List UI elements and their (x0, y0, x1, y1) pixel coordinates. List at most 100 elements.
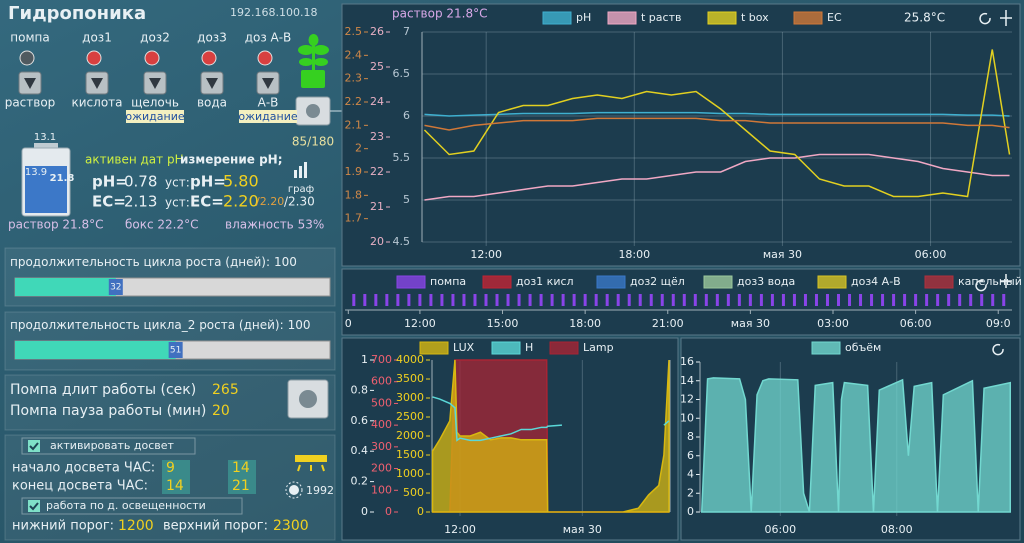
pan-icon[interactable] (1000, 274, 1012, 288)
event-bar (715, 294, 719, 306)
pump-button-icon (299, 390, 317, 408)
event-bar (517, 294, 521, 306)
status-humidity: влажность 53% (225, 218, 324, 232)
device-name: помпа (10, 31, 49, 45)
y-tick-label: 6.5 (393, 67, 411, 80)
device-label: щелочь (131, 96, 179, 110)
y-tick-label: 2.1 (345, 118, 363, 131)
event-bar (892, 294, 896, 306)
y-tick-label: 1000 (396, 467, 424, 480)
x-tick-label: 12:00 (444, 523, 476, 536)
y-tick-label: 0.2 (351, 475, 369, 488)
slider-thumb[interactable] (168, 342, 183, 358)
ip-address: 192.168.100.18 (230, 6, 317, 19)
y-tick-label: 2.2 (345, 95, 363, 108)
event-bar (528, 294, 532, 306)
event-bar (638, 294, 642, 306)
event-bar (837, 294, 841, 306)
y-tick-label: 2.3 (345, 72, 363, 85)
pump-pause-label: Помпа пауза работы (мин) (10, 403, 206, 419)
event-bar (1002, 294, 1006, 306)
device-indicator (19, 50, 35, 66)
hours-box[interactable] (228, 460, 256, 494)
event-bar (980, 294, 984, 306)
y-tick-label: 8 (687, 430, 694, 443)
y-tick-label: 0.6 (351, 414, 369, 427)
slider-label: продолжительность цикла_2 роста (дней): 1… (10, 318, 311, 332)
y-tick-label: 700 (371, 353, 392, 366)
y-tick-label: 2 (355, 142, 362, 155)
chart-annotation: раствор 21.8°C (392, 7, 488, 21)
legend-label: Lamp (583, 341, 614, 354)
checkbox[interactable] (28, 440, 40, 452)
y-tick-label: 23 (370, 130, 384, 143)
lamp-icon (295, 455, 327, 472)
y-tick-label: 2500 (396, 410, 424, 423)
light-by-lux: работа по д. освещенности (46, 499, 206, 512)
ec-high: /2.30 (284, 195, 315, 209)
checkbox-frame (21, 437, 196, 455)
light-start-hour: 9 (166, 460, 175, 476)
legend-swatch (793, 11, 823, 25)
y-tick-label: 5.5 (393, 151, 411, 164)
y-tick-label: 200 (371, 462, 392, 475)
event-bar (550, 294, 554, 306)
x-tick-label: 06:00 (900, 317, 932, 330)
device-name: доз2 (140, 31, 170, 45)
checkbox[interactable] (28, 500, 40, 512)
event-bar (748, 294, 752, 306)
status-badge (239, 110, 297, 123)
event-bar (616, 294, 620, 306)
legend-swatch (924, 275, 954, 289)
event-bar (903, 294, 907, 306)
y-tick-label: 4.5 (393, 235, 411, 248)
legend-label: t box (741, 11, 769, 24)
device-name: доз3 (197, 31, 227, 45)
x-tick-label: 06:00 (764, 523, 796, 536)
pan-icon[interactable] (1000, 10, 1012, 26)
event-bar (925, 294, 929, 306)
ph-value: 0.78 (124, 173, 157, 191)
device-indicator (86, 50, 102, 66)
status-box: бокс 22.2°C (125, 218, 199, 232)
graph-button[interactable] (294, 162, 307, 178)
device-label: вода (197, 96, 227, 110)
event-bar (726, 294, 730, 306)
x-tick-label: 0 (345, 317, 352, 330)
event-bar (418, 294, 422, 306)
event-bar (385, 294, 389, 306)
legend-label: LUX (453, 341, 475, 354)
ph-label: pH= (92, 173, 128, 191)
event-bar (462, 294, 466, 306)
light-enable: активировать досвет (50, 439, 175, 452)
event-bar (671, 294, 675, 306)
y-tick-label: 5 (403, 193, 410, 206)
event-bar (770, 294, 774, 306)
x-tick-label: 21:00 (652, 317, 684, 330)
ph-set-value: 5.80 (223, 172, 259, 191)
refresh-icon[interactable] (992, 343, 1004, 356)
y-tick-label: 25 (370, 60, 384, 73)
y-tick-label: 4000 (396, 353, 424, 366)
x-tick-label: 15:00 (487, 317, 519, 330)
hours-box[interactable] (162, 460, 190, 494)
legend-swatch (817, 275, 847, 289)
slider-text: 100 (274, 255, 297, 269)
y-tick-label: 0 (417, 505, 424, 518)
event-bar (759, 294, 763, 306)
event-bar (583, 294, 587, 306)
y-tick-label: 12 (680, 393, 694, 406)
slider-thumb[interactable] (108, 279, 123, 295)
y-tick-label: 14 (680, 374, 694, 387)
legend-label: H (525, 341, 533, 354)
device-arrow (24, 78, 36, 89)
chart-frame (341, 268, 1021, 336)
series-line (424, 153, 1010, 201)
y-tick-label: 3500 (396, 372, 424, 385)
refresh-icon[interactable] (975, 279, 987, 292)
legend-swatch (419, 341, 449, 355)
refresh-icon[interactable] (979, 12, 991, 25)
slider-text: продолжительность цикла роста (дней): (10, 255, 270, 269)
y-tick-label: 2 (687, 486, 694, 499)
sun-icon (285, 481, 303, 499)
